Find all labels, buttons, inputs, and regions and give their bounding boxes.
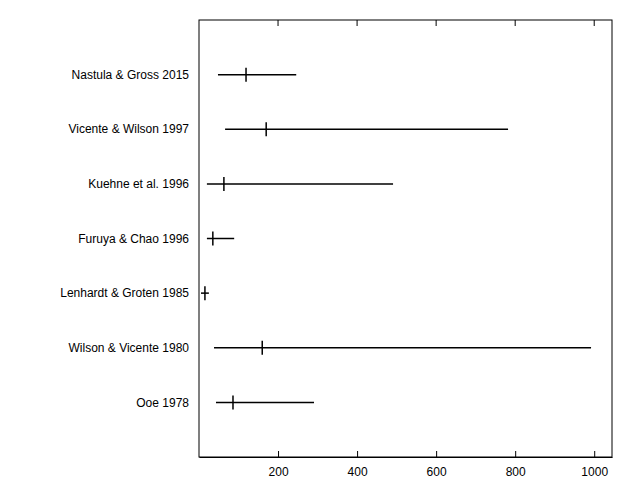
interval-range [207,183,393,185]
x-axis: 200 400 600 800 1000 [200,451,613,479]
category-label: Lenhardt & Groten 1985 [60,286,189,300]
x-tick-label: 1000 [581,465,608,479]
interval-range [216,402,314,404]
category-label: Vicente & Wilson 1997 [68,122,189,136]
x-tick-label: 800 [506,465,526,479]
x-top-tick-mark [594,20,595,26]
chart: 200 400 600 800 1000 Nastula & Gross 2015 Vice… [0,0,628,489]
x-tick-label: 400 [348,465,368,479]
interval-center [223,177,225,191]
interval-center [204,286,206,300]
interval-center [265,122,267,136]
x-tick: 800 [506,451,526,479]
interval-center [245,68,247,82]
interval-center [261,341,263,355]
category-label: Ooe 1978 [136,396,189,410]
interval-range [218,74,296,76]
x-tick: 400 [348,451,368,479]
category-label: Kuehne et al. 1996 [88,177,189,191]
x-top-tick-mark [357,20,358,26]
x-top-tick-mark [515,20,516,26]
category-label: Furuya & Chao 1996 [78,232,189,246]
x-tick-mark [594,451,595,457]
x-axis-line [200,457,613,458]
interval-center [232,395,234,409]
interval-range [225,129,508,131]
interval-range [207,238,234,240]
x-tick: 600 [427,451,447,479]
x-tick-mark [278,451,279,457]
interval-center [212,232,214,246]
x-tick-label: 600 [427,465,447,479]
intervals [201,68,591,410]
x-top-ticks [278,20,594,26]
x-tick-label: 200 [269,465,289,479]
category-label: Wilson & Vicente 1980 [68,341,189,355]
plot-frame [199,20,612,457]
category-label: Nastula & Gross 2015 [72,68,190,82]
x-tick-mark [436,451,437,457]
x-tick-mark [357,451,358,457]
interval-range [214,347,591,349]
x-top-tick-mark [436,20,437,26]
x-tick: 200 [269,451,289,479]
x-tick-mark [515,451,516,457]
x-tick: 1000 [581,451,608,479]
y-labels: Nastula & Gross 2015 Vicente & Wilson 199… [60,68,189,410]
x-top-tick-mark [278,20,279,26]
